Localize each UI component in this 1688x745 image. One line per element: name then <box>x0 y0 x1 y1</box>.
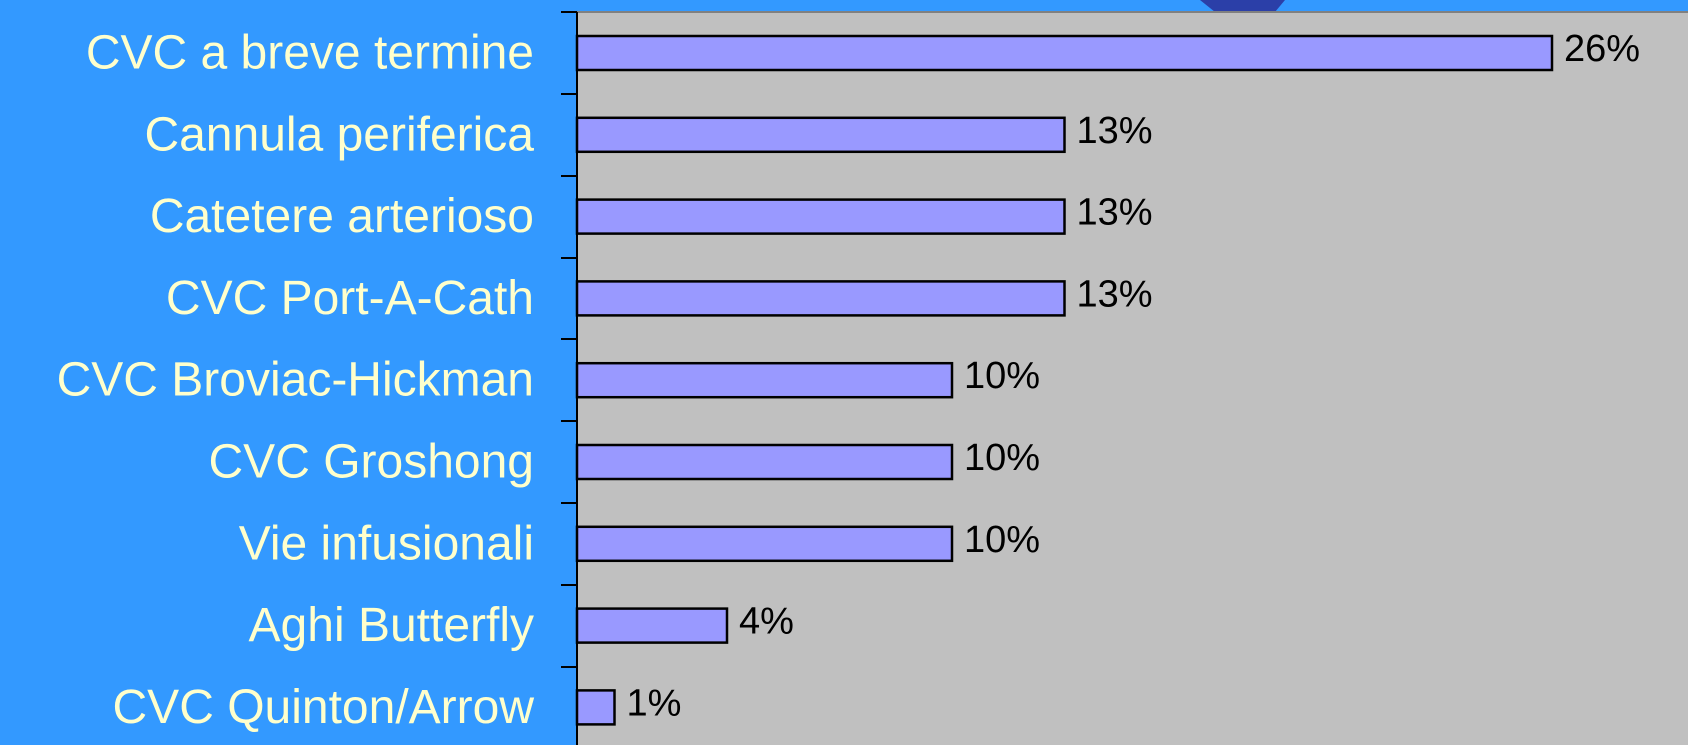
category-label: CVC Port-A-Cath <box>166 272 534 325</box>
category-label: CVC a breve termine <box>86 27 534 80</box>
category-label: Catetere arterioso <box>150 190 534 243</box>
data-label: 10% <box>964 437 1040 479</box>
category-label: Cannula periferica <box>144 108 534 161</box>
bar <box>575 443 954 481</box>
category-label: CVC Groshong <box>209 436 534 489</box>
corner-accent-shape <box>1200 0 1285 12</box>
data-label: 1% <box>627 682 682 724</box>
data-label: 26% <box>1564 28 1640 70</box>
bar <box>575 607 729 644</box>
category-label: Aghi Butterfly <box>249 599 534 652</box>
bar <box>575 525 954 563</box>
data-label: 13% <box>1077 273 1153 315</box>
data-label: 4% <box>739 601 794 643</box>
category-label: CVC Quinton/Arrow <box>113 681 535 734</box>
bar <box>575 280 1066 317</box>
bar <box>575 361 954 399</box>
category-label: CVC Broviac-Hickman <box>57 354 534 407</box>
data-label: 10% <box>964 355 1040 397</box>
data-label: 13% <box>1077 192 1153 234</box>
bar <box>575 689 616 726</box>
category-label: Vie infusionali <box>239 517 534 570</box>
bar <box>575 116 1066 154</box>
bar <box>575 34 1554 72</box>
data-label: 10% <box>964 519 1040 561</box>
data-label: 13% <box>1077 110 1153 152</box>
bar <box>575 198 1066 235</box>
